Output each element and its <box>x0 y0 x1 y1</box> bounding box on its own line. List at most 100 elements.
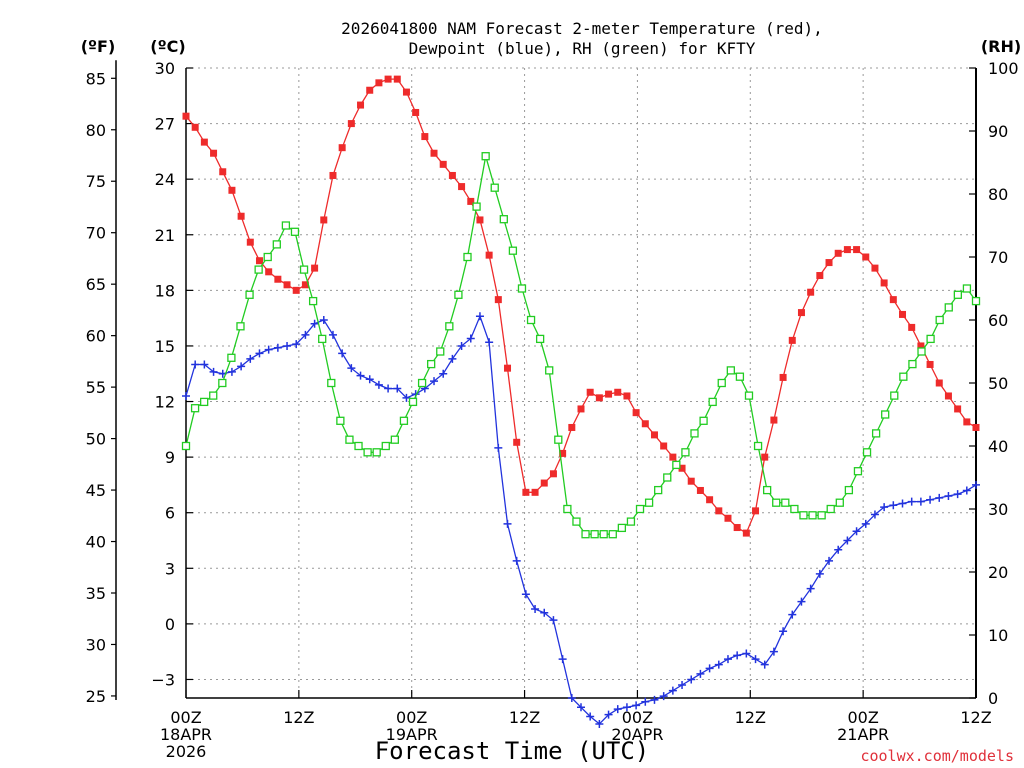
rh-point <box>744 391 754 400</box>
rh-point <box>390 435 400 444</box>
temperature-point <box>448 171 456 179</box>
temperature-point <box>540 479 548 487</box>
rh-point <box>917 347 926 356</box>
temperature-point <box>228 186 236 194</box>
dewpoint-point <box>227 367 236 376</box>
temperature-point <box>871 264 879 272</box>
rh-point <box>890 391 899 400</box>
temperature-point <box>430 149 438 157</box>
rh-point <box>218 378 227 388</box>
dewpoint-point <box>880 503 889 512</box>
temperature-point <box>357 101 365 109</box>
temperature-point <box>632 409 640 417</box>
temperature-point <box>311 264 319 272</box>
x-tick-label: 19APR <box>386 725 438 744</box>
celsius-tick-label: 27 <box>155 115 175 134</box>
rh-point <box>417 378 427 388</box>
gridlines <box>186 67 976 698</box>
temperature-point <box>908 323 916 331</box>
rh-point <box>772 498 781 507</box>
temperature-point <box>577 405 585 413</box>
rh-point <box>826 504 835 514</box>
temperature-point <box>733 524 741 532</box>
dewpoint-point <box>714 660 723 669</box>
temperature-point <box>237 212 245 220</box>
temperature-point <box>687 477 695 485</box>
dewpoint-point <box>678 681 687 690</box>
dewpoint-point <box>723 655 732 664</box>
rh-point <box>599 530 608 539</box>
rh-point <box>535 334 545 344</box>
rh-point <box>862 448 872 457</box>
x-tick-label: 18APR <box>160 725 212 744</box>
temperature-point <box>568 423 576 431</box>
dewpoint-point <box>448 354 457 363</box>
temperature-point <box>825 259 833 267</box>
rh-point <box>926 334 935 344</box>
rh-point <box>263 252 272 262</box>
dewpoint-point <box>485 338 494 347</box>
rh-tick-label: 10 <box>988 626 1008 645</box>
temperature-point <box>421 133 429 141</box>
temperature-point <box>926 360 934 368</box>
rh-point <box>354 441 363 451</box>
dewpoint-point <box>558 655 567 664</box>
temperature-point <box>797 309 805 317</box>
temperature-point <box>329 171 337 179</box>
temperature-point <box>899 310 907 318</box>
rh-point <box>508 246 518 255</box>
rh-point <box>717 378 726 388</box>
temperature-point <box>972 423 980 431</box>
dewpoint-point <box>328 330 337 339</box>
dewpoint-point <box>861 519 870 528</box>
temperature-point <box>706 496 714 504</box>
temperature-point <box>283 281 291 289</box>
celsius-tick-label: 12 <box>155 393 175 412</box>
celsius-tick-label: 24 <box>155 170 175 189</box>
rh-point <box>971 296 981 306</box>
rh-point <box>463 252 472 262</box>
x-tick-label: 00Z <box>170 708 201 727</box>
dewpoint-point <box>898 499 907 508</box>
dewpoint-point <box>916 497 925 506</box>
temperature-point <box>614 388 622 396</box>
temperature-point <box>504 364 512 372</box>
rh-point <box>790 504 799 514</box>
dewpoint-point <box>466 334 475 343</box>
rh-tick-label: 90 <box>988 122 1008 141</box>
temperature-point <box>816 272 824 280</box>
rh-point <box>899 372 908 381</box>
temperature-point <box>724 514 732 522</box>
celsius-unit-label: (ºC) <box>150 37 185 56</box>
temperature-point <box>219 168 227 176</box>
dewpoint-point <box>668 686 677 695</box>
dewpoint-point <box>338 349 347 358</box>
rh-tick-label: 80 <box>988 185 1008 204</box>
rh-point <box>817 511 826 520</box>
dewpoint-point <box>531 605 540 614</box>
rh-tick-label: 50 <box>988 374 1008 393</box>
rh-point <box>835 498 844 507</box>
dewpoint-point <box>475 312 484 321</box>
rh-point <box>363 448 372 457</box>
data-series <box>181 75 981 728</box>
rh-point <box>581 530 590 539</box>
temperature-point <box>255 257 263 265</box>
rh-point <box>254 265 263 274</box>
dewpoint-point <box>182 391 190 400</box>
fahrenheit-tick-label: 70 <box>86 224 106 243</box>
dewpoint-point <box>687 675 696 684</box>
x-axis-title: Forecast Time (UTC) <box>375 737 650 765</box>
rh-point <box>381 441 390 451</box>
rh-point <box>517 284 527 293</box>
dewpoint-point <box>393 384 402 393</box>
dewpoint-point <box>521 590 530 599</box>
rh-tick-label: 100 <box>988 59 1019 78</box>
dewpoint-point <box>191 360 200 369</box>
temperature-point <box>412 108 420 116</box>
temperature-point <box>641 420 649 428</box>
temperature-point <box>522 488 530 496</box>
dewpoint-point <box>953 490 962 499</box>
rh-point <box>490 183 499 192</box>
temperature-point <box>935 379 943 387</box>
